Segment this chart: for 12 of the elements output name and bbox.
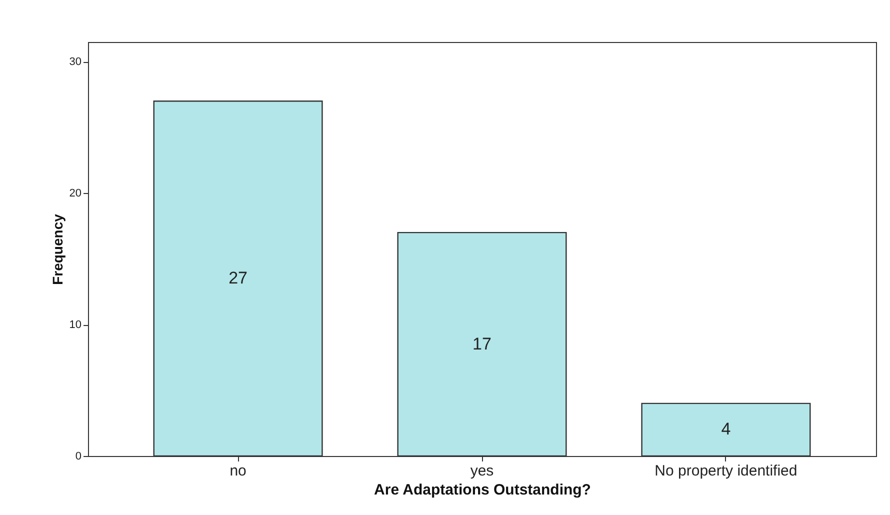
y-tick-label: 30 bbox=[69, 56, 82, 68]
x-tick-label: yes bbox=[470, 462, 494, 480]
x-tick-label: no bbox=[230, 462, 246, 480]
data-label: 4 bbox=[721, 420, 731, 439]
x-tick-label: No property identified bbox=[654, 462, 798, 480]
y-axis-title: Frequency bbox=[49, 214, 66, 285]
y-tick-label: 10 bbox=[69, 319, 82, 332]
data-label: 27 bbox=[228, 268, 248, 288]
data-label: 17 bbox=[472, 334, 492, 354]
y-tick-label: 20 bbox=[69, 188, 82, 200]
y-tick-label: 0 bbox=[75, 450, 82, 462]
x-axis-title: Are Adaptations Outstanding? bbox=[374, 482, 591, 498]
